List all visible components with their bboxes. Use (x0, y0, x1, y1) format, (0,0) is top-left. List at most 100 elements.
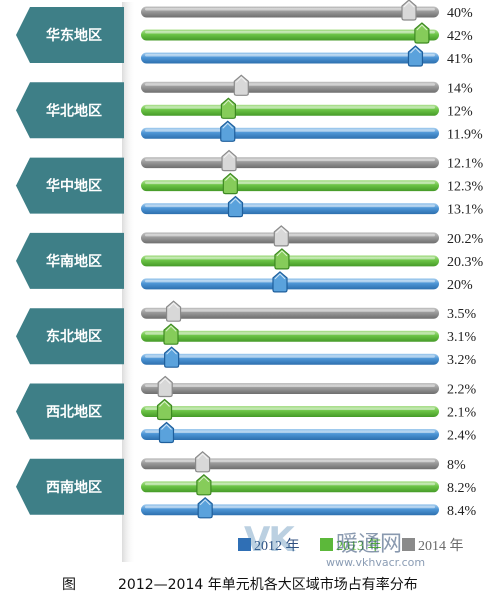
region-badge (16, 308, 124, 365)
watermark-name: 暖通网 (336, 532, 403, 557)
bar-track (141, 29, 439, 41)
figure-caption: 图 2012—2014 年单元机各大区域市场占有率分布 (0, 574, 497, 594)
value-label: 12% (447, 104, 473, 119)
region-group: 西南地区 8% 8.2% 8.4% (16, 451, 477, 519)
bar-track (141, 52, 439, 64)
bar-highlight (145, 459, 435, 463)
bar-track (141, 255, 439, 267)
region-label: 华中地区 (46, 178, 102, 195)
bar-highlight (145, 407, 435, 410)
bar-highlight (145, 355, 435, 358)
bar-track (141, 104, 439, 116)
value-label: 42% (447, 29, 473, 44)
value-label: 3.5% (447, 307, 477, 322)
chart-title: 2012—2014 年单元机各大区域市场占有率分布 (118, 577, 418, 593)
value-marker (163, 323, 179, 345)
value-label: 12.1% (447, 157, 484, 172)
bar-highlight (145, 181, 435, 185)
value-label: 2.4% (447, 429, 477, 444)
bar-track (141, 127, 439, 139)
region-label: 华北地区 (46, 102, 102, 119)
marker-shine (161, 423, 172, 430)
bar-track (141, 278, 439, 290)
legend-swatch-2012 (238, 538, 251, 551)
value-label: 2.1% (447, 406, 477, 421)
figure-label: 图 (62, 577, 76, 593)
value-marker (414, 22, 430, 44)
bar-track (141, 6, 439, 18)
region-badge (16, 157, 124, 214)
bar-highlight (145, 158, 435, 162)
value-marker (157, 375, 173, 398)
value-label: 20.3% (447, 255, 484, 270)
value-label: 41% (447, 52, 473, 67)
bar-highlight (145, 83, 435, 86)
value-marker (156, 398, 173, 421)
chart-groups: 华东地区 40% 42% 41% 华北地区 14% 12% 11.9% 华中地区 12.1% 12.… (16, 0, 484, 519)
region-badge (16, 232, 124, 289)
region-badge (16, 82, 124, 139)
watermark-logo: VK (244, 520, 295, 560)
bar-highlight (145, 256, 435, 260)
bar-highlight (145, 233, 435, 237)
value-marker (221, 149, 237, 172)
bar-track (141, 203, 439, 215)
value-label: 8% (447, 458, 466, 473)
value-marker (272, 271, 288, 293)
region-group: 华中地区 12.1% 12.3% 13.1% (16, 149, 484, 218)
bar-track (141, 180, 439, 192)
plot-shadow (122, 2, 136, 562)
region-group: 华南地区 20.2% 20.3% 20% (16, 225, 484, 293)
bar-highlight (145, 309, 435, 312)
value-label: 3.1% (447, 330, 477, 345)
marker-shine (274, 273, 286, 280)
bar-highlight (145, 106, 435, 109)
region-group: 华东地区 40% 42% 41% (16, 0, 473, 67)
value-marker (222, 172, 238, 195)
legend-swatch-2014 (402, 538, 415, 551)
value-label: 8.2% (447, 481, 477, 496)
marker-shine (199, 499, 211, 506)
region-badge (16, 383, 124, 440)
legend: 2012 年 2013 年 2014 年 (238, 538, 464, 554)
bar-track (141, 307, 439, 319)
marker-shine (410, 47, 421, 54)
region-badge (16, 458, 124, 515)
value-label: 40% (447, 6, 473, 21)
bar-track (141, 353, 439, 365)
bar-track (141, 81, 439, 93)
bar-highlight (145, 430, 435, 433)
value-label: 20.2% (447, 232, 484, 247)
marker-shine (165, 325, 177, 332)
value-marker (233, 74, 249, 96)
marker-shine (168, 302, 179, 309)
value-marker (273, 225, 289, 247)
marker-shine (403, 1, 415, 8)
bar-track (141, 458, 439, 470)
value-label: 20% (447, 278, 473, 293)
watermark-url: www.vkhvacr.com (326, 556, 426, 569)
marker-shine (230, 197, 241, 204)
bar-track (141, 232, 439, 244)
marker-shine (166, 348, 177, 355)
bar-track (141, 429, 439, 440)
value-label: 12.3% (447, 180, 484, 195)
value-marker (407, 45, 424, 67)
value-marker (165, 300, 182, 322)
value-marker (195, 451, 211, 473)
bar-highlight (145, 332, 435, 335)
value-marker (401, 0, 417, 21)
bar-highlight (145, 505, 435, 509)
marker-shine (224, 174, 236, 181)
legend-label-2012: 2012 年 (254, 538, 300, 554)
region-label: 东北地区 (46, 328, 102, 345)
region-group: 华北地区 14% 12% 11.9% (16, 74, 483, 142)
marker-shine (159, 400, 170, 407)
bar-highlight (145, 129, 435, 132)
bar-highlight (145, 54, 435, 57)
region-label: 西北地区 (46, 404, 102, 421)
bar-highlight (145, 384, 435, 387)
marker-shine (222, 122, 234, 129)
bar-highlight (145, 8, 435, 11)
